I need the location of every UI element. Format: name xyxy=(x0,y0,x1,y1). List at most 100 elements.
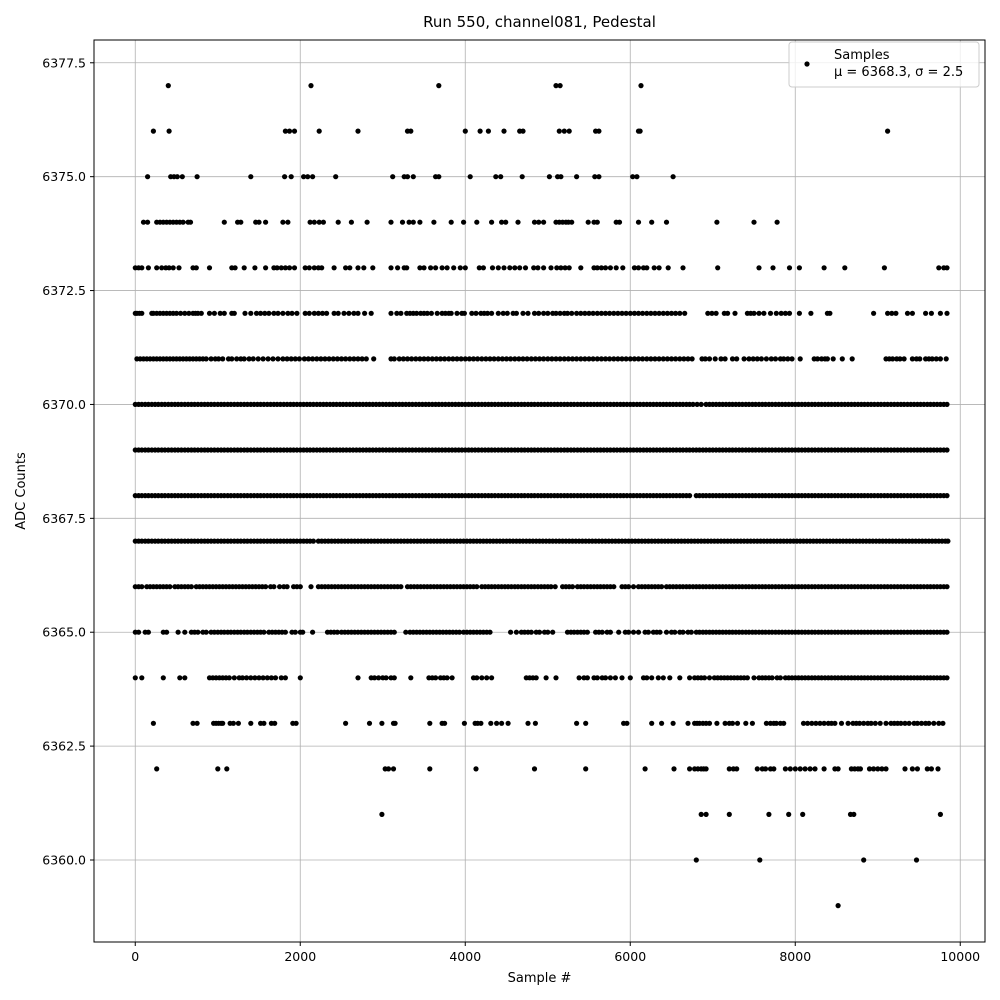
data-point xyxy=(943,356,949,362)
axis-ticks: 0 2000 4000 6000 8000 10000 6360.0 6362.5 6365.0… xyxy=(42,55,980,964)
data-point xyxy=(929,356,935,362)
data-point xyxy=(178,310,184,316)
data-point xyxy=(182,675,188,681)
data-point xyxy=(763,356,770,362)
legend: Samples μ = 6368.3, σ = 2.5 xyxy=(788,41,980,88)
data-point xyxy=(743,720,749,726)
data-point xyxy=(754,766,760,772)
data-point xyxy=(145,265,151,271)
data-point xyxy=(388,310,394,316)
data-point xyxy=(335,310,341,316)
data-point xyxy=(467,174,473,180)
data-point xyxy=(173,310,180,316)
data-point xyxy=(395,265,401,271)
data-point xyxy=(607,310,613,316)
data-point xyxy=(167,584,173,590)
data-point xyxy=(750,356,756,362)
data-point xyxy=(623,356,629,362)
data-point xyxy=(221,219,227,225)
data-point xyxy=(270,356,276,362)
scatter-points xyxy=(132,83,951,909)
data-point xyxy=(845,720,851,726)
data-point xyxy=(208,356,214,362)
data-point xyxy=(355,128,361,134)
data-point xyxy=(607,356,613,362)
data-point xyxy=(558,265,564,271)
data-point xyxy=(824,356,831,362)
data-point xyxy=(680,265,686,271)
data-point xyxy=(461,720,467,726)
data-point xyxy=(703,811,709,818)
data-point xyxy=(771,766,777,772)
data-point xyxy=(159,265,165,271)
data-point xyxy=(363,356,369,362)
data-point xyxy=(756,265,762,271)
data-point xyxy=(644,675,650,681)
data-point xyxy=(248,675,254,681)
data-point xyxy=(663,219,670,225)
data-point xyxy=(885,310,891,316)
data-point xyxy=(136,629,142,635)
data-point xyxy=(282,265,288,271)
data-point xyxy=(272,720,278,726)
data-point xyxy=(306,310,312,316)
data-point xyxy=(553,310,559,316)
data-point xyxy=(732,310,738,316)
data-point xyxy=(433,675,439,681)
data-point xyxy=(311,265,317,271)
data-point xyxy=(596,174,602,180)
data-point xyxy=(424,310,430,316)
data-point xyxy=(660,675,666,681)
data-point xyxy=(400,356,406,362)
x-tick-label: 8000 xyxy=(779,949,811,964)
data-point xyxy=(408,128,414,134)
data-point xyxy=(594,310,600,316)
data-point xyxy=(713,310,719,316)
data-point xyxy=(861,720,867,726)
x-tick-label: 0 xyxy=(131,949,139,964)
data-point xyxy=(288,356,294,362)
data-point xyxy=(326,356,332,362)
data-point xyxy=(714,720,720,726)
data-point xyxy=(807,766,813,772)
data-point xyxy=(586,310,592,316)
data-point xyxy=(306,265,312,271)
data-point xyxy=(832,720,838,726)
data-point xyxy=(729,356,736,362)
data-point xyxy=(271,584,277,590)
data-point xyxy=(454,310,460,316)
data-point xyxy=(611,310,617,316)
data-point xyxy=(320,219,326,225)
data-point xyxy=(436,83,442,89)
data-point xyxy=(729,720,736,726)
data-point xyxy=(640,356,646,362)
data-point xyxy=(909,310,916,316)
data-point xyxy=(698,811,704,818)
data-point xyxy=(849,356,855,362)
data-point xyxy=(513,310,520,316)
data-point xyxy=(206,310,213,316)
data-point xyxy=(857,720,863,726)
data-point xyxy=(371,356,377,362)
data-point xyxy=(404,265,410,271)
data-point xyxy=(517,265,523,271)
data-point xyxy=(466,356,472,362)
data-point xyxy=(578,356,584,362)
data-point xyxy=(278,675,284,681)
data-point xyxy=(594,356,600,362)
data-point xyxy=(902,766,908,772)
data-point xyxy=(499,356,505,362)
data-point xyxy=(528,356,534,362)
data-point xyxy=(301,174,307,180)
data-point xyxy=(670,720,676,726)
data-point xyxy=(473,310,479,316)
data-point xyxy=(677,675,683,681)
data-point xyxy=(557,83,563,89)
chart-title: Run 550, channel081, Pedestal xyxy=(423,13,656,31)
data-point xyxy=(792,766,798,772)
data-point xyxy=(140,219,147,225)
data-point xyxy=(473,766,479,772)
data-point xyxy=(680,629,686,635)
data-point xyxy=(546,174,553,180)
data-point xyxy=(235,720,241,726)
